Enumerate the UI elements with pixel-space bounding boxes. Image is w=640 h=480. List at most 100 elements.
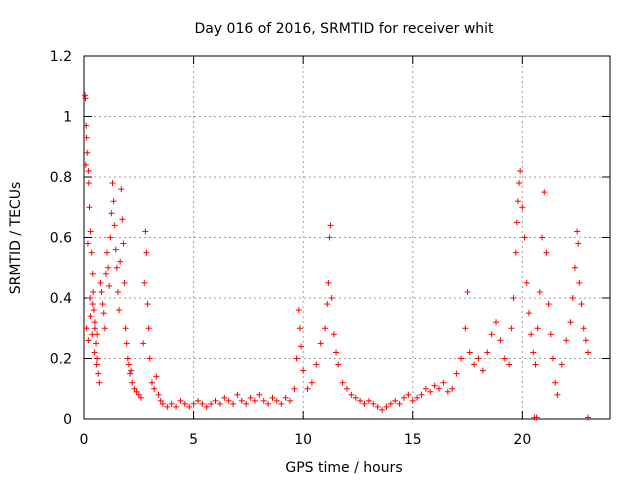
data-point-marker <box>128 367 135 374</box>
data-point-marker <box>83 122 90 129</box>
data-point-marker <box>164 403 171 410</box>
data-point-marker <box>585 349 592 356</box>
data-point-marker <box>431 382 438 389</box>
data-point-marker <box>436 385 443 392</box>
data-point-marker <box>114 288 121 295</box>
data-point-marker <box>514 198 521 205</box>
data-point-marker <box>547 331 554 338</box>
data-point-marker <box>100 310 107 317</box>
data-point-marker <box>287 397 294 404</box>
y-tick-label: 0.8 <box>50 170 72 186</box>
data-point-marker <box>545 301 552 308</box>
data-point-marker <box>506 361 513 368</box>
data-point-marker <box>528 331 535 338</box>
data-point-marker <box>113 264 120 271</box>
data-point-marker <box>120 240 127 247</box>
data-point-marker <box>108 210 115 217</box>
data-point-marker <box>510 295 517 301</box>
data-point-marker <box>409 397 416 404</box>
data-point-marker <box>121 279 128 286</box>
data-point-marker <box>519 204 526 211</box>
data-point-marker <box>177 397 184 404</box>
data-point-marker <box>82 161 89 168</box>
x-tick-label: 15 <box>404 432 422 448</box>
data-point-marker <box>144 301 151 308</box>
data-point-marker <box>135 391 142 398</box>
data-point-marker <box>199 400 206 407</box>
data-point-marker <box>159 400 166 407</box>
data-point-marker <box>534 325 541 332</box>
chart-title: Day 016 of 2016, SRMTID for receiver whi… <box>194 21 494 37</box>
data-point-marker <box>109 180 116 187</box>
data-point-marker <box>93 340 100 347</box>
data-point-marker <box>444 388 451 395</box>
tick-labels: 0 0.2 0.4 0.6 0.8 1 1.2 0 5 10 15 20 <box>50 49 532 448</box>
data-point-marker <box>464 288 471 295</box>
axes <box>83 55 611 420</box>
data-point-marker <box>379 406 386 413</box>
data-point-marker <box>251 397 258 404</box>
data-point-marker <box>278 400 285 407</box>
data-point-marker <box>567 319 574 326</box>
x-tick-label: 20 <box>513 432 531 448</box>
data-point-marker <box>532 361 539 368</box>
data-point-marker <box>449 385 456 392</box>
data-point-marker <box>85 180 92 187</box>
data-point-marker <box>325 279 332 286</box>
data-point-marker <box>580 325 587 332</box>
data-point-marker <box>308 379 315 386</box>
y-tick-label: 0.6 <box>50 231 72 247</box>
data-point-marker <box>576 279 583 286</box>
data-point-marker <box>582 337 589 344</box>
data-point-marker <box>221 394 228 401</box>
y-tick-label: 1 <box>63 110 72 126</box>
x-axis-label: GPS time / hours <box>285 460 402 476</box>
data-point-marker <box>194 397 201 404</box>
data-point-marker <box>145 325 152 332</box>
data-point-marker <box>234 391 241 398</box>
x-tick-label: 10 <box>294 432 312 448</box>
data-point-marker <box>327 222 334 229</box>
data-point-marker <box>96 379 103 386</box>
data-point-marker <box>578 301 585 308</box>
data-point-marker <box>453 370 460 377</box>
data-point-marker <box>497 337 504 344</box>
data-point-marker <box>153 373 160 380</box>
data-point-marker <box>190 400 197 407</box>
data-point-marker <box>326 234 333 241</box>
data-point-marker <box>521 234 528 241</box>
data-point-marker <box>247 394 254 401</box>
data-point-marker <box>533 414 540 421</box>
data-point-marker <box>539 234 546 241</box>
data-point-marker <box>186 403 193 410</box>
data-point-marker <box>125 361 132 368</box>
y-axis-label: SRMTID / TECUs <box>8 182 24 295</box>
data-point-marker <box>517 167 524 174</box>
data-point-marker <box>122 325 129 332</box>
data-point-marker <box>123 340 130 347</box>
data-point-marker <box>117 258 124 265</box>
data-point-marker <box>516 180 523 187</box>
data-point-marker <box>571 264 578 271</box>
data-point-marker <box>112 246 119 253</box>
data-point-marker <box>127 370 134 377</box>
data-point-marker <box>574 228 581 235</box>
data-point-marker <box>157 397 164 404</box>
data-point-marker <box>484 349 491 356</box>
data-point-marker <box>124 355 131 362</box>
data-point-marker <box>563 337 570 344</box>
data-points <box>82 92 592 421</box>
data-point-marker <box>208 400 215 407</box>
data-point-marker <box>273 397 280 404</box>
y-tick-label: 0 <box>63 412 72 428</box>
data-point-marker <box>89 301 96 308</box>
data-point-marker <box>427 388 434 395</box>
data-point-marker <box>352 394 359 401</box>
data-point-marker <box>203 403 210 410</box>
data-point-marker <box>94 355 101 362</box>
data-point-marker <box>293 355 300 362</box>
data-point-marker <box>313 361 320 368</box>
data-point-marker <box>143 249 150 256</box>
data-point-marker <box>324 301 331 308</box>
